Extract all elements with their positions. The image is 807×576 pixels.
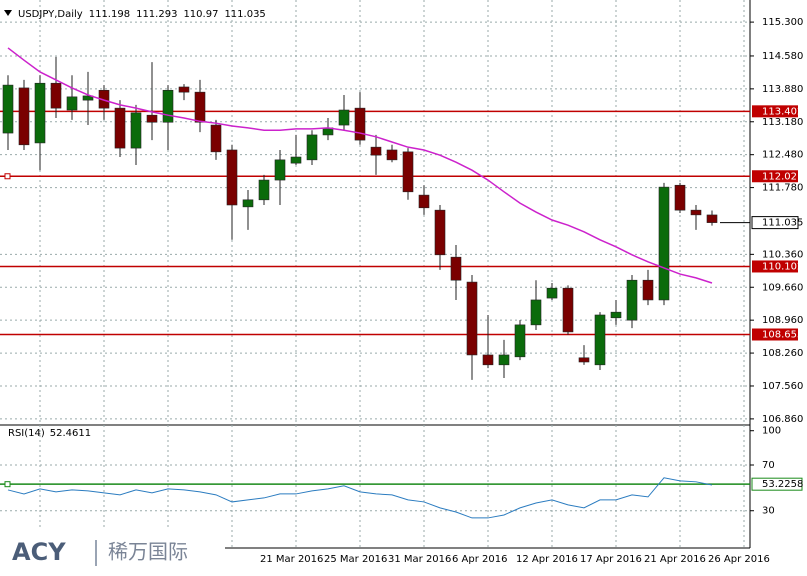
candle-body <box>514 324 526 358</box>
candle-body <box>290 156 302 164</box>
candle-body <box>50 82 62 109</box>
candle-body <box>578 357 590 363</box>
candle-body <box>482 354 494 366</box>
y-tick-label: 112.480 <box>762 150 803 161</box>
level-label-bg <box>752 260 798 273</box>
level-label: 110.102 <box>762 261 803 272</box>
candle-body <box>258 179 270 201</box>
y-tick-label: 111.780 <box>762 183 803 194</box>
y-tick-label: 110.360 <box>762 249 803 260</box>
candle-body <box>130 112 142 149</box>
candle-body <box>386 149 398 161</box>
candle-body <box>562 287 574 333</box>
candle-body <box>626 279 638 321</box>
header-value: 111.198 <box>89 9 130 20</box>
level-label: 53.2258 <box>762 479 803 490</box>
header-value: 111.035 <box>224 9 265 20</box>
candle-body <box>402 151 414 193</box>
candle-body <box>82 95 94 101</box>
candle-body <box>674 184 686 211</box>
indicator-title: RSI(14) <box>8 428 45 439</box>
candle-body <box>146 114 158 123</box>
x-tick-label: 31 Mar 2016 <box>388 554 451 565</box>
candle-body <box>370 146 382 156</box>
candle-body <box>546 287 558 299</box>
y-tick-label: 100 <box>762 426 781 437</box>
candle-body <box>706 214 718 223</box>
logo: ACY 稀万国际 <box>0 530 225 576</box>
y-tick-label: 30 <box>762 506 775 517</box>
candle-body <box>594 314 606 366</box>
level-label: 108.655 <box>762 330 803 341</box>
level-label-bg <box>752 170 798 183</box>
logo-brand: ACY <box>12 538 66 566</box>
candle-body <box>418 194 430 209</box>
y-tick-label: 109.660 <box>762 282 803 293</box>
logo-name: 稀万国际 <box>108 540 188 564</box>
candle-body <box>226 149 238 206</box>
indicator-value: 52.4611 <box>50 428 91 439</box>
level-label-bg <box>752 105 798 118</box>
logo-bg <box>0 530 225 576</box>
level-label: 113.402 <box>762 106 803 117</box>
x-tick-label: 21 Apr 2016 <box>644 554 706 565</box>
candle-body <box>354 107 366 141</box>
x-tick-label: 21 Mar 2016 <box>260 554 323 565</box>
x-tick-label: 12 Apr 2016 <box>516 554 578 565</box>
candle-body <box>658 186 670 301</box>
candle-body <box>34 82 46 144</box>
candle-body <box>162 89 174 123</box>
candle-body <box>194 91 206 123</box>
x-tick-label: 17 Apr 2016 <box>580 554 642 565</box>
candle-body <box>242 199 254 208</box>
candle-body <box>306 134 318 161</box>
candle-body <box>178 86 190 93</box>
y-tick-label: 70 <box>762 460 775 471</box>
candle-body <box>66 96 78 111</box>
candle-body <box>450 256 462 281</box>
y-tick-label: 108.960 <box>762 315 803 326</box>
candle-body <box>610 311 622 319</box>
level-handle <box>4 173 11 180</box>
candle-body <box>2 84 14 134</box>
candle-body <box>498 354 510 366</box>
candle-body <box>434 209 446 256</box>
candle-body <box>690 209 702 216</box>
current-price-bg <box>751 216 799 230</box>
level-handle <box>4 481 11 488</box>
candle-body <box>466 281 478 356</box>
x-tick-label: 6 Apr 2016 <box>452 554 507 565</box>
candle-body <box>18 87 30 146</box>
current-price-label: 111.035 <box>762 218 803 229</box>
header-value: 111.293 <box>136 9 177 20</box>
y-tick-label: 113.180 <box>762 117 803 128</box>
candle-body <box>210 124 222 153</box>
candle-body <box>642 279 654 301</box>
rsi-line <box>7 477 713 519</box>
header-value: 110.97 <box>183 9 218 20</box>
y-tick-label: 108.260 <box>762 348 803 359</box>
level-label: 112.021 <box>762 171 803 182</box>
candle-body <box>114 107 126 149</box>
dropdown-icon[interactable] <box>4 10 12 16</box>
candle-body <box>274 159 286 181</box>
x-tick-label: 25 Mar 2016 <box>324 554 387 565</box>
y-tick-label: 115.300 <box>762 17 803 28</box>
level-label-bg <box>751 477 803 491</box>
y-tick-label: 114.580 <box>762 51 803 62</box>
candle-body <box>530 299 542 326</box>
header-title: USDJPY,Daily <box>18 9 83 20</box>
candle-body <box>338 109 350 126</box>
y-tick-label: 106.860 <box>762 414 803 425</box>
y-tick-label: 107.560 <box>762 381 803 392</box>
y-tick-label: 113.880 <box>762 84 803 95</box>
x-tick-label: 26 Apr 2016 <box>708 554 770 565</box>
moving-average <box>7 47 713 284</box>
level-label-bg <box>752 328 798 341</box>
